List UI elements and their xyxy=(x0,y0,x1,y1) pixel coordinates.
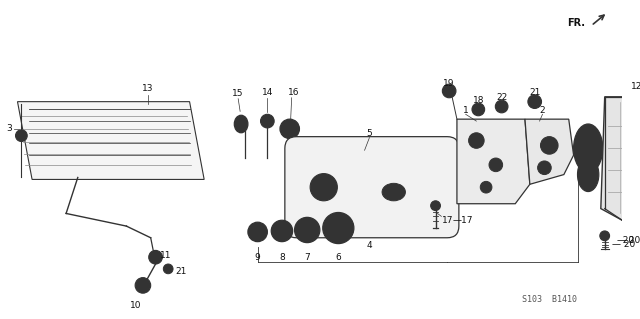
Text: —17: —17 xyxy=(452,216,472,225)
Text: 13: 13 xyxy=(142,84,154,93)
Ellipse shape xyxy=(472,103,484,116)
Circle shape xyxy=(541,137,558,154)
Polygon shape xyxy=(601,97,640,220)
Text: 1: 1 xyxy=(463,106,468,115)
Polygon shape xyxy=(525,119,573,184)
Text: 12: 12 xyxy=(631,82,640,91)
Polygon shape xyxy=(17,102,204,179)
Ellipse shape xyxy=(271,220,292,242)
Circle shape xyxy=(538,161,551,174)
Text: 20: 20 xyxy=(618,236,634,245)
Circle shape xyxy=(148,250,163,264)
Text: — 20: — 20 xyxy=(612,240,636,249)
Circle shape xyxy=(431,201,440,211)
Text: 3: 3 xyxy=(6,124,12,133)
Text: 2: 2 xyxy=(540,106,545,115)
Ellipse shape xyxy=(280,119,300,138)
Circle shape xyxy=(468,133,484,148)
Text: 19: 19 xyxy=(444,79,455,88)
Circle shape xyxy=(15,130,28,142)
Text: 22: 22 xyxy=(496,93,508,102)
Circle shape xyxy=(600,231,609,241)
Ellipse shape xyxy=(577,158,599,192)
Text: 21: 21 xyxy=(529,88,540,97)
Ellipse shape xyxy=(310,174,337,201)
Ellipse shape xyxy=(294,217,320,243)
Circle shape xyxy=(442,84,456,98)
Ellipse shape xyxy=(573,124,603,173)
Circle shape xyxy=(528,95,541,108)
Text: 4: 4 xyxy=(367,241,372,250)
Text: 16: 16 xyxy=(288,88,300,97)
Circle shape xyxy=(260,114,274,128)
Ellipse shape xyxy=(300,223,314,237)
Circle shape xyxy=(489,158,502,172)
Polygon shape xyxy=(457,119,530,204)
Circle shape xyxy=(135,278,150,293)
Ellipse shape xyxy=(276,225,288,237)
FancyBboxPatch shape xyxy=(285,137,459,238)
Circle shape xyxy=(480,182,492,193)
Text: FR.: FR. xyxy=(567,18,585,28)
Ellipse shape xyxy=(252,226,263,237)
Ellipse shape xyxy=(248,222,268,242)
Text: 10: 10 xyxy=(131,301,142,310)
Ellipse shape xyxy=(475,106,482,113)
Text: 18: 18 xyxy=(472,96,484,105)
Ellipse shape xyxy=(382,183,405,201)
Text: 14: 14 xyxy=(262,88,273,97)
Text: 9: 9 xyxy=(255,253,260,262)
Ellipse shape xyxy=(323,212,354,244)
Ellipse shape xyxy=(234,115,248,133)
Text: 5: 5 xyxy=(367,129,372,138)
Ellipse shape xyxy=(495,100,508,113)
Text: 6: 6 xyxy=(335,253,341,262)
Text: 8: 8 xyxy=(279,253,285,262)
Text: — 20: — 20 xyxy=(618,236,640,245)
Text: 7: 7 xyxy=(305,253,310,262)
Text: 11: 11 xyxy=(161,251,172,260)
Text: 21: 21 xyxy=(175,267,186,276)
Text: S103  B1410: S103 B1410 xyxy=(522,295,577,304)
Text: 15: 15 xyxy=(232,89,244,98)
Text: 17: 17 xyxy=(442,216,454,225)
Ellipse shape xyxy=(499,103,505,110)
Circle shape xyxy=(163,264,173,274)
Ellipse shape xyxy=(328,218,348,238)
